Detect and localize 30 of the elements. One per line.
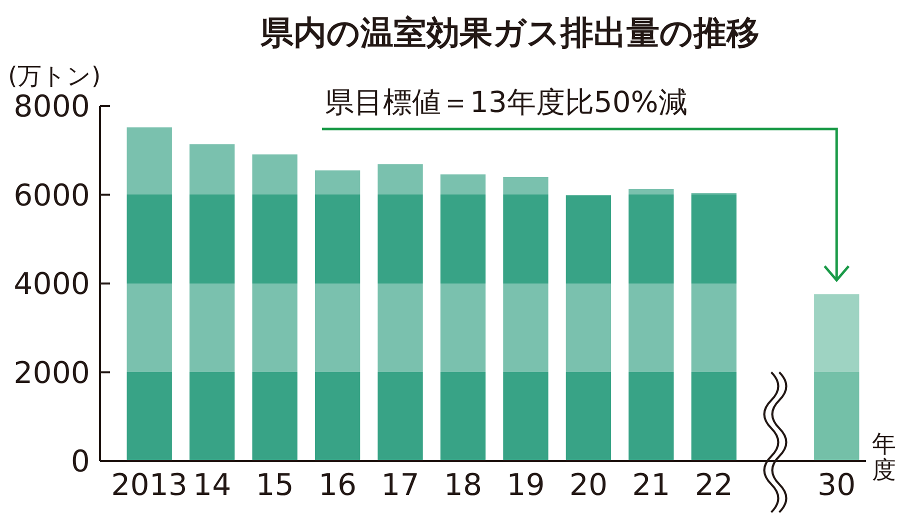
x-tick-label: 15 [256,468,294,503]
y-tick-label: 8000 [14,90,90,124]
bar [314,170,360,461]
x-tick-label: 19 [506,468,545,503]
y-axis-title: (万トン) [8,62,101,90]
bar [126,127,172,461]
x-axis-title: 年度 [872,430,896,484]
bar [252,154,298,461]
y-tick-label: 4000 [14,267,90,302]
x-tick-label: 14 [192,468,232,503]
y-tick-label: 0 [70,444,90,480]
x-tick-label: 22 [694,468,734,503]
bar [566,195,612,461]
chart-title: 県内の温室効果ガス排出量の推移 [260,13,760,52]
x-tick-label: 20 [569,468,608,503]
bar [691,192,736,461]
bar [190,144,235,461]
bar [440,174,486,461]
x-tick-label: 21 [632,468,670,503]
x-tick-label: 2013 [111,468,188,503]
x-tick-label: 16 [318,468,357,503]
y-tick-label: 6000 [14,178,90,214]
annotation: 県目標値＝13年度比50%減 [325,85,688,119]
y-tick-label: 2000 [14,356,90,391]
x-tick-label: 18 [444,468,482,503]
x-tick-label: 30 [818,468,856,503]
bar [378,164,423,461]
x-tick-label: 17 [381,468,420,503]
bar [503,177,548,461]
bar [628,188,674,461]
